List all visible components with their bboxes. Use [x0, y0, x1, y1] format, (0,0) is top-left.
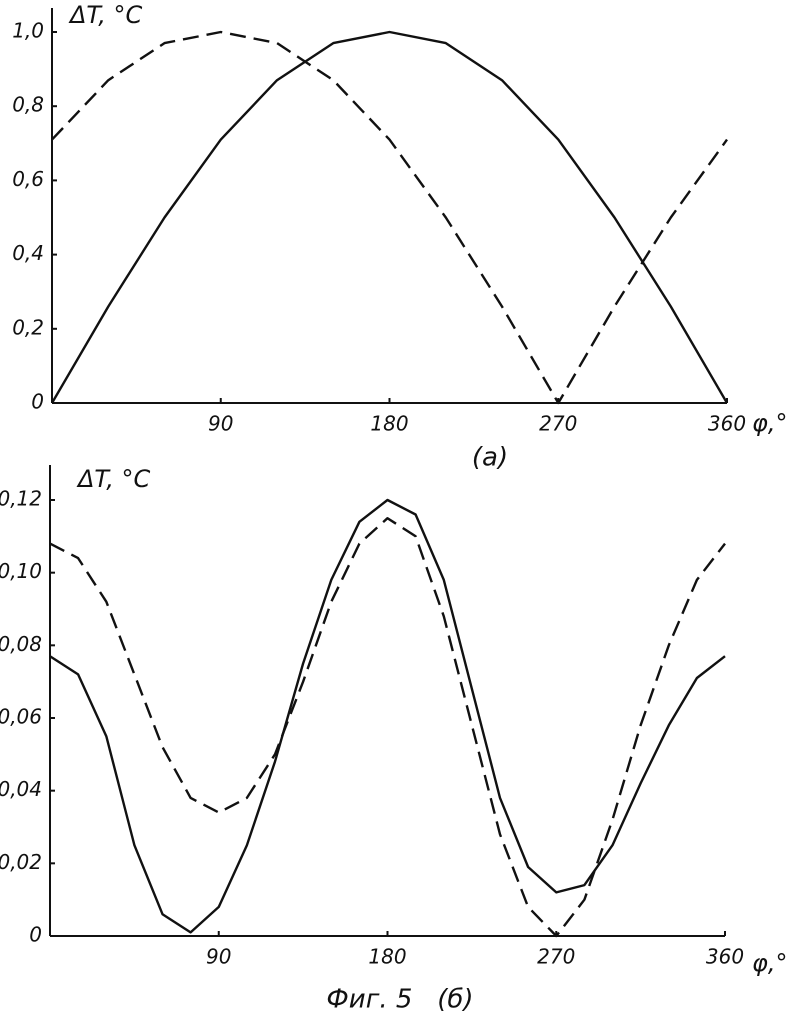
y-tick-label: 0,06 — [0, 705, 42, 729]
y-tick-label: 0 — [29, 923, 42, 947]
x-tick-label: 180 — [370, 412, 408, 436]
y-tick-label: 0,12 — [0, 487, 42, 511]
y-tick-label: 1,0 — [12, 19, 44, 43]
figure: 0 0,2 0,4 0,6 0,8 1,0 90 180 270 360 ΔT, °C φ,° (a) 0… — [0, 0, 800, 1028]
y-tick-label: 0,2 — [12, 315, 44, 339]
x-tick-label: 360 — [708, 412, 746, 436]
y-tick-label: 0,6 — [12, 167, 44, 191]
x-tick-label: 360 — [706, 945, 744, 969]
y-axis-label: ΔT, °C — [68, 1, 142, 29]
y-tick-label: 0,8 — [12, 93, 44, 117]
y-tick-label: 0,02 — [0, 850, 42, 874]
y-tick-label: 0 — [31, 390, 44, 414]
y-tick-label: 0,10 — [0, 559, 42, 583]
caption: (a) — [472, 443, 508, 473]
x-tick-label: 270 — [537, 945, 575, 969]
y-axis-label: ΔT, °C — [76, 465, 150, 493]
y-tick-label: 0,08 — [0, 632, 42, 656]
x-tick-label: 180 — [368, 945, 406, 969]
x-axis-label: φ,° — [752, 409, 787, 437]
x-tick-label: 90 — [208, 412, 233, 436]
y-tick-label: 0,4 — [12, 241, 44, 265]
caption: Фиг. 5 (б) — [326, 985, 473, 1015]
y-tick-label: 0,04 — [0, 777, 42, 801]
background — [0, 0, 800, 1028]
x-axis-label: φ,° — [752, 949, 787, 977]
x-tick-label: 90 — [206, 945, 231, 969]
x-tick-label: 270 — [539, 412, 577, 436]
